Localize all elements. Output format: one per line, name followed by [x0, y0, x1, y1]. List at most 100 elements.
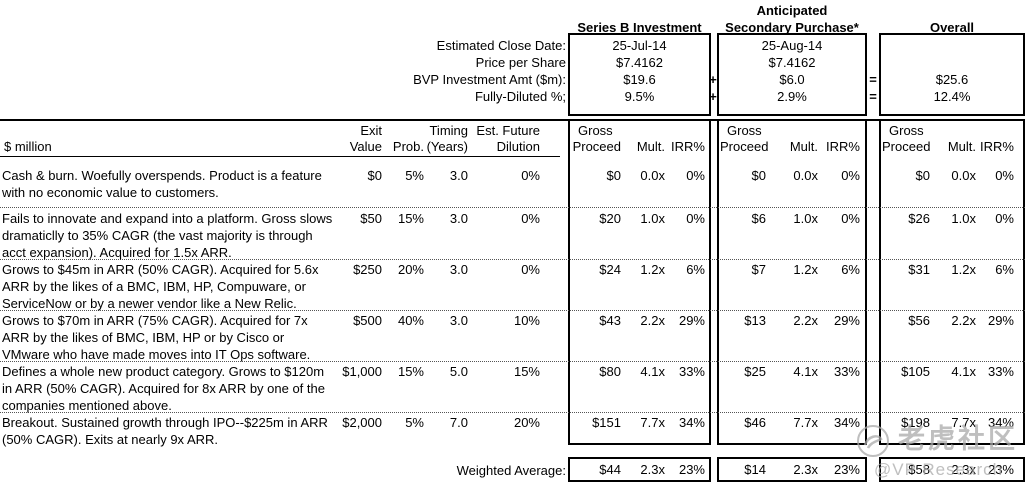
- row-series-b-metrics: $24 1.2x 6%: [571, 261, 708, 278]
- irr-cell: 29%: [987, 313, 1014, 328]
- dilution-cell: 0%: [521, 211, 540, 226]
- prob-cell: 5%: [405, 415, 424, 430]
- series-b-investment-amt: $19.6: [623, 72, 656, 87]
- exit-value-cell: $2,000: [342, 415, 382, 430]
- est-future-header: Est. Future: [476, 123, 540, 138]
- left-header-line1: Exit Timing Est. Future: [336, 122, 554, 139]
- header-underline: [0, 156, 560, 157]
- irr-cell: 29%: [678, 313, 705, 328]
- exit-value-cell: $500: [353, 313, 382, 328]
- row-left-metrics: $2,000 5% 7.0 20%: [336, 414, 554, 431]
- row-secondary-metrics: $6 1.0x 0%: [720, 210, 864, 227]
- gross-proceed-cell: $26: [908, 211, 930, 226]
- row-separator: [0, 412, 1025, 413]
- row-left-metrics: $50 15% 3.0 0%: [336, 210, 554, 227]
- spacer: [382, 122, 424, 139]
- mult-cell: 2.2x: [793, 313, 818, 328]
- irr-cell: 34%: [678, 415, 705, 430]
- row-series-b-metrics: $80 4.1x 33%: [571, 363, 708, 380]
- gross-proceed-cell: $25: [744, 364, 766, 379]
- mult-cell: 4.1x: [951, 364, 976, 379]
- equals-sign-diluted: =: [869, 89, 877, 104]
- mult-cell: 1.2x: [640, 262, 665, 277]
- proceed-header: Proceed: [720, 139, 769, 154]
- secondary-table-box: [717, 119, 867, 445]
- group2-header: Proceed Mult. IRR%: [720, 138, 864, 155]
- exit-value-cell: $250: [353, 262, 382, 277]
- gross-proceed-cell: $198: [901, 415, 930, 430]
- group1-header: Proceed Mult. IRR%: [571, 138, 708, 155]
- mult-cell: 1.2x: [793, 262, 818, 277]
- plus-sign-diluted: +: [709, 89, 717, 104]
- irr-cell: 0%: [686, 211, 705, 226]
- overall-investment-amt: $25.6: [935, 72, 969, 87]
- series-b-investment-header: Series B Investment: [577, 20, 702, 35]
- gross-label-g3: Gross: [889, 123, 924, 138]
- row-separator: [0, 259, 1025, 260]
- timing-cell: 3.0: [449, 313, 468, 328]
- mult-cell: 0.0x: [640, 168, 665, 183]
- prob-header: Prob.: [392, 139, 424, 154]
- mult-cell: 1.0x: [793, 211, 818, 226]
- dilution-cell: 10%: [513, 313, 540, 328]
- row-left-metrics: $1,000 15% 5.0 15%: [336, 363, 554, 380]
- mult-cell: 2.2x: [640, 313, 665, 328]
- exit-value-cell: $0: [367, 168, 382, 183]
- irr-cell: 23%: [987, 462, 1014, 477]
- overall-table-box: [879, 119, 1025, 445]
- irr-cell: 6%: [841, 262, 860, 277]
- weighted-secondary-box: [717, 457, 867, 482]
- weighted-series-b-box: [568, 457, 711, 482]
- proceed-header: Proceed: [882, 139, 931, 154]
- gross-proceed-cell: $24: [599, 262, 621, 277]
- irr-header: IRR%: [671, 139, 705, 154]
- gross-proceed-cell: $151: [592, 415, 621, 430]
- overall-summary-box: [879, 33, 1025, 116]
- mult-cell: 2.2x: [951, 313, 976, 328]
- equals-sign-amt: =: [869, 72, 877, 87]
- dilution-cell: 0%: [521, 168, 540, 183]
- plus-sign-amt: +: [709, 72, 717, 87]
- prob-cell: 40%: [397, 313, 424, 328]
- row-left-metrics: $250 20% 3.0 0%: [336, 261, 554, 278]
- mult-cell: 7.7x: [640, 415, 665, 430]
- series-b-table-box: [568, 119, 711, 445]
- weighted-average-label: Weighted Average:: [456, 463, 566, 478]
- row-separator: [0, 310, 1025, 311]
- secondary-summary-box: [717, 33, 867, 116]
- mult-cell: 4.1x: [793, 364, 818, 379]
- gross-proceed-cell: $46: [744, 415, 766, 430]
- mult-header: Mult.: [789, 139, 818, 154]
- row-overall-metrics: $0 0.0x 0%: [882, 167, 1022, 184]
- mult-cell: 2.3x: [793, 462, 818, 477]
- gross-proceed-cell: $56: [908, 313, 930, 328]
- irr-cell: 34%: [833, 415, 860, 430]
- series-b-summary-box: [568, 33, 711, 116]
- value-header: Value: [349, 139, 382, 154]
- mult-cell: 7.7x: [951, 415, 976, 430]
- irr-cell: 6%: [995, 262, 1014, 277]
- weighted-series-b-metrics: $44 2.3x 23%: [571, 461, 708, 478]
- proceed-header: Proceed: [572, 139, 621, 154]
- overall-header: Overall: [929, 20, 975, 35]
- mult-cell: 0.0x: [793, 168, 818, 183]
- row-left-metrics: $0 5% 3.0 0%: [336, 167, 554, 184]
- mult-header: Mult.: [947, 139, 976, 154]
- fully-diluted-label: Fully-Diluted %;: [474, 89, 566, 104]
- irr-header: IRR%: [826, 139, 860, 154]
- irr-cell: 6%: [686, 262, 705, 277]
- price-per-share-label: Price per Share: [475, 55, 566, 70]
- group3-header: Proceed Mult. IRR%: [882, 138, 1022, 155]
- gross-label-g2: Gross: [727, 123, 762, 138]
- gross-proceed-cell: $44: [599, 462, 621, 477]
- mult-cell: 7.7x: [793, 415, 818, 430]
- gross-proceed-cell: $13: [744, 313, 766, 328]
- gross-proceed-cell: $31: [908, 262, 930, 277]
- dilution-header: Dilution: [496, 139, 540, 154]
- irr-cell: 0%: [841, 211, 860, 226]
- timing-cell: 3.0: [449, 262, 468, 277]
- timing-cell: 3.0: [449, 211, 468, 226]
- row-secondary-metrics: $0 0.0x 0%: [720, 167, 864, 184]
- scenario-description: Cash & burn. Woefully overspends. Produc…: [2, 168, 322, 200]
- row-secondary-metrics: $7 1.2x 6%: [720, 261, 864, 278]
